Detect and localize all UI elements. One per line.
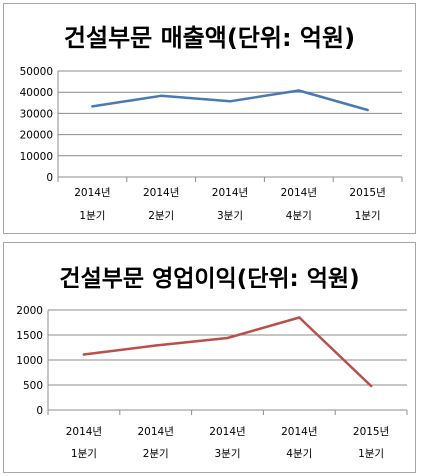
data-point: [91, 105, 94, 108]
y-tick-label: 10000: [20, 151, 53, 163]
x-tick-label-year: 2014년: [209, 426, 245, 438]
chart-panel-sales: 건설부문 매출액(단위: 억원) 0 10000 20000 30000 40000 50…: [3, 3, 416, 234]
x-tick-label-quarter: 1분기: [79, 210, 105, 222]
x-tick-label-year: 2015년: [353, 426, 389, 438]
y-tick-label: 30000: [20, 108, 53, 120]
x-tick-label-quarter: 2분기: [148, 210, 174, 222]
x-tick-label-year: 2014년: [212, 187, 248, 199]
x-tick-label-quarter: 4분기: [286, 210, 312, 222]
chart-plot-operating-profit: 0 500 1000 1500 2000 2014년 1분기 2014년 2분기 2014년 3분기…: [16, 305, 408, 460]
x-tick-label-year: 2014년: [281, 426, 317, 438]
data-point: [369, 384, 373, 388]
data-point: [226, 336, 229, 340]
x-tick-label-year: 2014년: [74, 187, 110, 199]
data-point: [366, 108, 369, 112]
y-tick-label: 20000: [20, 130, 53, 142]
chart-plot-sales: 0 10000 20000 30000 40000 50000 2014년 1분기 2014년 2…: [20, 66, 403, 222]
chart-title: 건설부문 영업이익(단위: 억원): [59, 266, 360, 292]
x-tick-label-quarter: 3분기: [217, 210, 243, 222]
x-tick-label-quarter: 1분기: [358, 448, 384, 460]
y-tick-label: 50000: [20, 66, 53, 78]
y-tick-label: 500: [23, 380, 43, 392]
data-point: [297, 89, 300, 92]
x-tick-label-year: 2014년: [143, 187, 179, 199]
x-tick-label-quarter: 2분기: [143, 448, 169, 460]
x-tick-label-year: 2014년: [138, 426, 174, 438]
x-tick-label-year: 2014년: [66, 426, 102, 438]
x-tick-label-quarter: 4분기: [286, 448, 312, 460]
chart-panel-operating-profit: 건설부문 영업이익(단위: 억원) 0 500 1000 1500 2000 2014년 1…: [3, 242, 416, 473]
data-point: [228, 100, 232, 103]
y-tick-label: 0: [36, 405, 43, 417]
x-tick-label-quarter: 3분기: [214, 448, 240, 460]
x-tick-label-quarter: 1분기: [355, 210, 381, 222]
y-tick-label: 1500: [16, 330, 43, 342]
chart-title: 건설부문 매출액(단위: 억원): [63, 24, 356, 52]
x-tick-label-year: 2015년: [349, 187, 385, 199]
series-line: [82, 316, 373, 388]
y-tick-label: 40000: [20, 87, 53, 99]
y-tick-label: 1000: [16, 355, 43, 367]
x-tick-label-quarter: 1분기: [71, 448, 97, 460]
y-tick-label: 0: [46, 172, 53, 184]
data-point: [82, 353, 86, 356]
data-point: [160, 94, 163, 98]
x-tick-label-year: 2014년: [281, 187, 317, 199]
data-point: [298, 316, 301, 319]
y-tick-label: 2000: [16, 305, 43, 317]
data-point: [154, 344, 157, 347]
